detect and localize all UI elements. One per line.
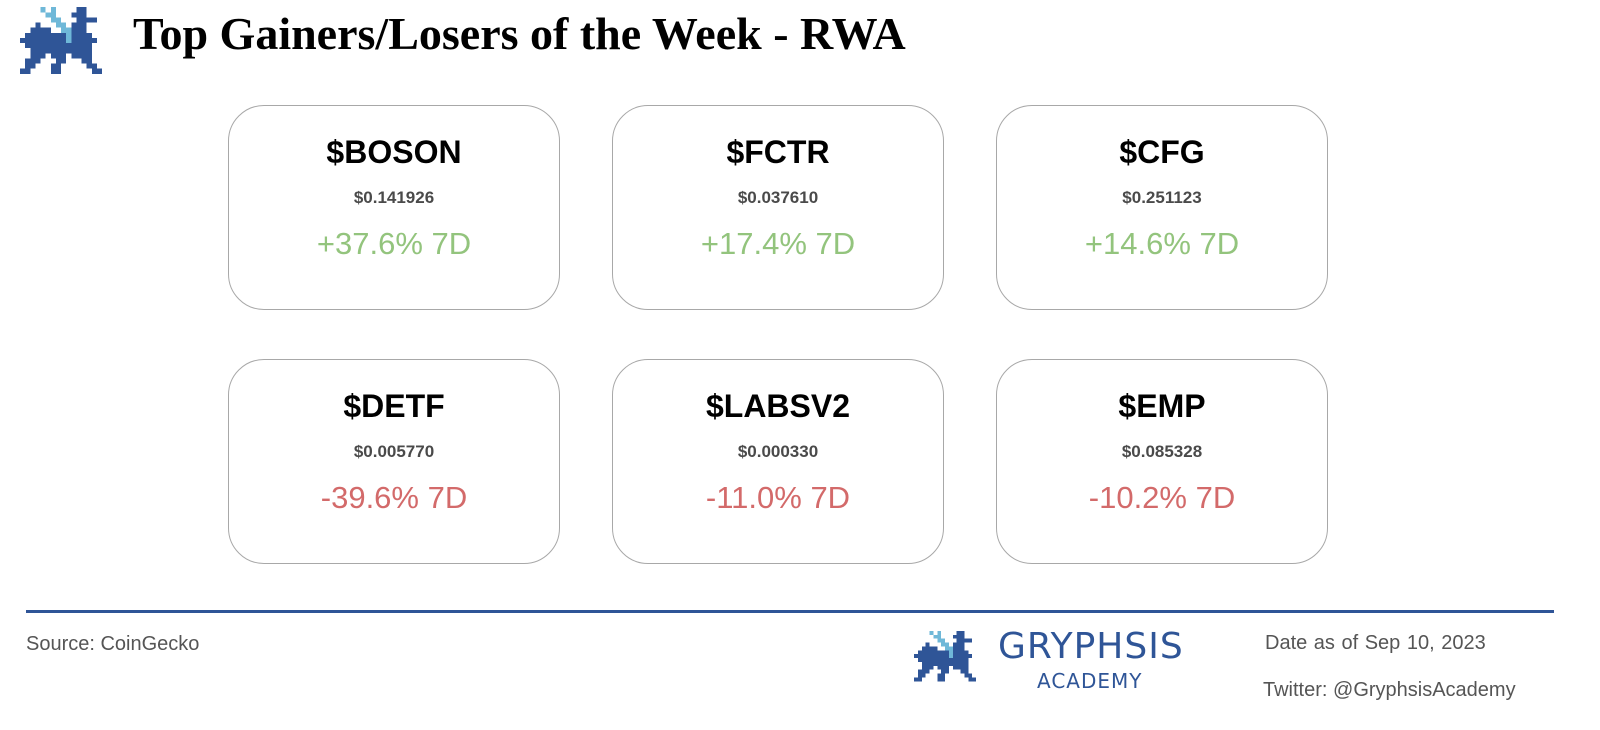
brand-subtitle: ACADEMY xyxy=(1037,669,1143,693)
token-ticker: $LABSV2 xyxy=(705,388,851,424)
token-change: -10.2% 7D xyxy=(1088,480,1236,515)
footer-divider xyxy=(26,610,1554,613)
token-ticker: $EMP xyxy=(1118,388,1206,424)
token-card-emp: $EMP $0.085328 -10.2% 7D xyxy=(996,359,1328,564)
token-price: $0.085328 xyxy=(1121,442,1203,461)
date-label: Date as of Sep 10, 2023 xyxy=(1265,632,1486,654)
brand-name: GRYPHSIS xyxy=(998,626,1184,667)
token-change: +17.4% 7D xyxy=(700,226,856,261)
token-card-labsv2: $LABSV2 $0.000330 -11.0% 7D xyxy=(612,359,944,564)
token-ticker: $DETF xyxy=(343,388,445,424)
token-card-boson: $BOSON $0.141926 +37.6% 7D xyxy=(228,105,560,310)
token-price: $0.251123 xyxy=(1122,188,1202,207)
token-ticker: $CFG xyxy=(1119,134,1205,170)
token-ticker: $FCTR xyxy=(726,134,830,170)
token-price: $0.005770 xyxy=(353,442,435,461)
gryphon-logo-icon xyxy=(20,7,102,74)
token-change: +14.6% 7D xyxy=(1084,226,1240,261)
token-price: $0.141926 xyxy=(353,188,435,207)
token-change: -39.6% 7D xyxy=(320,480,468,515)
token-change: -11.0% 7D xyxy=(705,480,851,515)
token-card-fctr: $FCTR $0.037610 +17.4% 7D xyxy=(612,105,944,310)
gryphon-logo-icon xyxy=(914,630,976,682)
twitter-handle: Twitter: @GryphsisAcademy xyxy=(1263,679,1516,701)
source-label: Source: CoinGecko xyxy=(26,633,200,655)
page-title: Top Gainers/Losers of the Week - RWA xyxy=(133,8,906,59)
token-card-cfg: $CFG $0.251123 +14.6% 7D xyxy=(996,105,1328,310)
token-card-detf: $DETF $0.005770 -39.6% 7D xyxy=(228,359,560,564)
token-price: $0.000330 xyxy=(737,442,819,461)
token-ticker: $BOSON xyxy=(326,134,462,170)
token-price: $0.037610 xyxy=(737,188,819,207)
token-change: +37.6% 7D xyxy=(316,226,472,261)
